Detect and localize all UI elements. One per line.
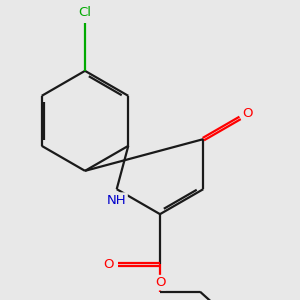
Text: NH: NH xyxy=(107,194,127,207)
Text: O: O xyxy=(103,258,114,271)
Text: O: O xyxy=(155,276,165,289)
Text: O: O xyxy=(243,107,253,120)
Text: Cl: Cl xyxy=(79,6,92,19)
